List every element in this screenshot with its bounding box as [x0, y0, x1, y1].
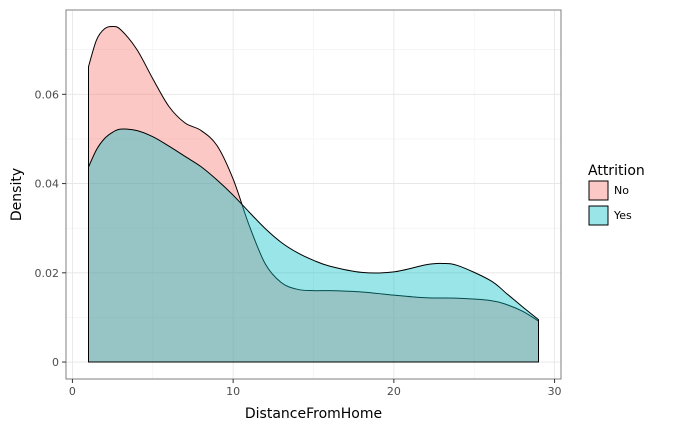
x-tick-label: 0 [69, 385, 76, 398]
density-area-no [88, 25, 539, 363]
x-tick-label: 20 [387, 385, 401, 398]
legend-label-yes: Yes [613, 209, 632, 222]
x-tick-label: 30 [548, 385, 562, 398]
minor-gridlines [66, 10, 561, 379]
y-tick-label: 0.06 [35, 88, 60, 101]
legend-title: Attrition [588, 163, 645, 179]
y-axis-title: Density [9, 168, 25, 221]
legend-key-yes [588, 205, 609, 226]
y-tick-label: 0.02 [35, 267, 60, 280]
x-axis-title: DistanceFromHome [245, 406, 382, 422]
density-area-yes [88, 128, 539, 363]
density-series [88, 25, 539, 363]
legend-label-no: No [614, 184, 629, 197]
y-tick-label: 0 [52, 356, 59, 369]
legend-key-no [588, 180, 609, 201]
axis-ticks: 0 10 20 30 0 0.02 0.04 0.06 [35, 88, 562, 398]
panel-border [65, 9, 562, 380]
x-tick-label: 10 [226, 385, 240, 398]
y-tick-label: 0.04 [35, 178, 60, 191]
legend: Attrition No Yes [588, 163, 645, 226]
